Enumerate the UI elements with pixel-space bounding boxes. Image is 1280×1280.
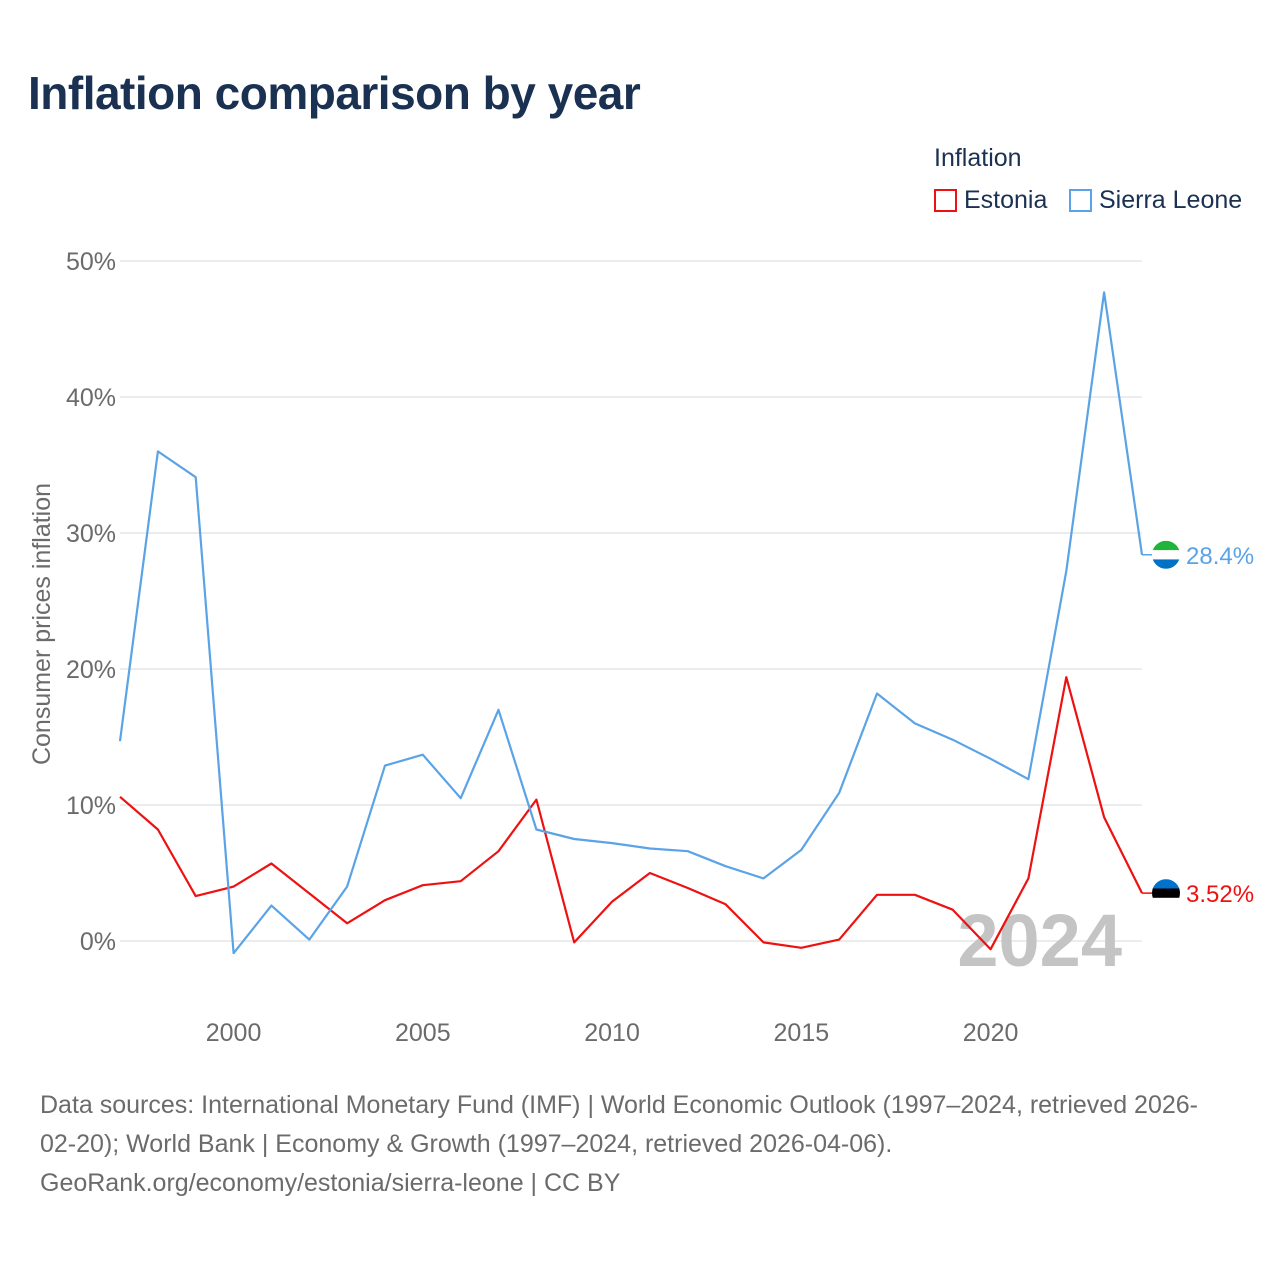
data-point-estonia	[761, 940, 765, 944]
chart-title: Inflation comparison by year	[28, 67, 641, 119]
legend-item-estonia[interactable]: Estonia	[934, 186, 1047, 215]
flag-stripe	[1152, 897, 1180, 908]
series-line-sierra-leone	[118, 291, 1144, 955]
legend-label-estonia: Estonia	[964, 186, 1048, 214]
data-point-estonia	[497, 849, 501, 853]
data-point-sierra-leone	[345, 885, 349, 889]
x-tick-label: 2005	[395, 1019, 451, 1047]
footer-sources-line2: 02-20); World Bank | Economy & Growth (1…	[40, 1130, 893, 1158]
data-point-estonia	[1102, 815, 1106, 819]
footer: Data sources: International Monetary Fun…	[40, 1086, 1250, 1203]
series-line-estonia	[119, 676, 1143, 951]
data-point-sierra-leone	[421, 753, 425, 757]
data-point-estonia	[421, 883, 425, 887]
data-point-sierra-leone	[269, 904, 273, 908]
data-point-sierra-leone	[686, 849, 690, 853]
data-point-sierra-leone	[194, 475, 198, 479]
data-point-estonia	[194, 894, 198, 898]
legend-item-sierra-leone[interactable]: Sierra Leone	[1069, 186, 1242, 215]
data-point-sierra-leone	[951, 738, 955, 742]
data-point-estonia	[913, 893, 917, 897]
footer-sources-line1: Data sources: International Monetary Fun…	[40, 1091, 1198, 1119]
year-watermark: 2024	[957, 899, 1122, 982]
data-point-sierra-leone	[913, 721, 917, 725]
data-point-estonia	[989, 947, 993, 951]
data-point-estonia	[686, 886, 690, 890]
data-point-estonia	[232, 885, 236, 889]
x-tick-label: 2020	[963, 1019, 1019, 1047]
data-point-estonia	[1064, 675, 1068, 679]
y-tick-label: 50%	[66, 248, 116, 276]
data-point-estonia	[1026, 876, 1030, 880]
legend-swatch-sierra-leone	[1069, 189, 1092, 212]
data-point-sierra-leone	[610, 841, 614, 845]
x-tick-label: 2010	[584, 1019, 640, 1047]
data-point-estonia	[383, 898, 387, 902]
data-point-sierra-leone	[497, 708, 501, 712]
data-point-sierra-leone	[837, 791, 841, 795]
flag-stripe	[1152, 550, 1180, 560]
flag-stripe	[1152, 888, 1180, 899]
flag-stripe	[1152, 559, 1180, 569]
x-tick-label: 2015	[774, 1019, 830, 1047]
y-tick-label: 10%	[66, 792, 116, 820]
data-point-sierra-leone	[1026, 777, 1030, 781]
data-point-estonia	[951, 908, 955, 912]
data-point-sierra-leone	[156, 449, 160, 453]
data-point-estonia	[648, 871, 652, 875]
data-point-estonia	[724, 902, 728, 906]
data-point-sierra-leone	[799, 848, 803, 852]
data-point-sierra-leone	[118, 739, 122, 743]
data-point-sierra-leone	[648, 847, 652, 851]
y-axis-ticks: 0% 10% 20% 30% 40% 50%	[66, 248, 116, 956]
legend-title: Inflation	[934, 144, 1022, 172]
y-tick-label: 20%	[66, 656, 116, 684]
data-point-sierra-leone	[989, 757, 993, 761]
data-point-sierra-leone	[724, 864, 728, 868]
flag-stripe	[1152, 540, 1180, 551]
legend-swatch-estonia	[934, 189, 957, 212]
end-label-estonia: 3.52%	[1186, 881, 1254, 908]
data-point-estonia	[269, 861, 273, 865]
data-point-estonia	[345, 921, 349, 925]
y-axis-label: Consumer prices inflation	[28, 483, 56, 765]
data-point-estonia	[118, 795, 122, 799]
data-point-sierra-leone	[534, 827, 538, 831]
data-point-sierra-leone	[1102, 290, 1106, 294]
grid-lines	[120, 260, 1142, 942]
data-point-estonia	[156, 827, 160, 831]
data-point-estonia	[307, 891, 311, 895]
y-tick-label: 0%	[80, 928, 116, 956]
end-labels: 3.52% 28.4%	[1142, 540, 1254, 908]
data-point-sierra-leone	[232, 951, 236, 955]
data-point-estonia	[534, 798, 538, 802]
data-point-sierra-leone	[383, 764, 387, 768]
data-point-sierra-leone	[459, 796, 463, 800]
flag-icon-estonia	[1152, 879, 1180, 908]
data-point-sierra-leone	[1064, 569, 1068, 573]
data-point-estonia	[875, 893, 879, 897]
data-point-estonia	[837, 938, 841, 942]
data-point-estonia	[610, 900, 614, 904]
data-point-sierra-leone	[875, 691, 879, 695]
data-point-estonia	[799, 946, 803, 950]
y-tick-label: 30%	[66, 520, 116, 548]
data-point-estonia	[459, 879, 463, 883]
data-point-sierra-leone	[761, 876, 765, 880]
flag-icon-sierra-leone	[1152, 540, 1180, 569]
x-axis-ticks: 2000 2005 2010 2015 2020	[206, 1019, 1019, 1047]
y-tick-label: 40%	[66, 384, 116, 412]
data-point-sierra-leone	[572, 837, 576, 841]
flag-stripe	[1152, 879, 1180, 889]
series-lines	[118, 290, 1144, 955]
legend-label-sierra-leone: Sierra Leone	[1099, 186, 1243, 214]
x-tick-label: 2000	[206, 1019, 262, 1047]
end-label-sierra-leone: 28.4%	[1186, 543, 1254, 570]
data-point-estonia	[572, 940, 576, 944]
data-point-sierra-leone	[307, 938, 311, 942]
footer-attribution[interactable]: GeoRank.org/economy/estonia/sierra-leone…	[40, 1169, 621, 1197]
